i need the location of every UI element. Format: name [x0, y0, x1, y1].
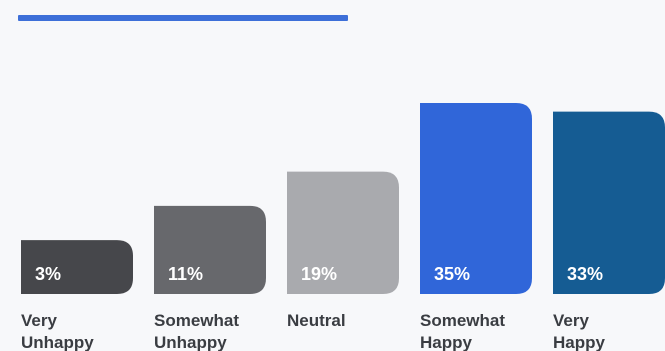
- value-label-very-unhappy: 3%: [35, 264, 61, 284]
- bar-somewhat-happy: [420, 103, 532, 294]
- category-label-line: Neutral: [287, 311, 346, 330]
- category-label-line: Unhappy: [154, 333, 227, 351]
- category-label-somewhat-happy: Somewhat Happy: [420, 311, 505, 351]
- value-label-somewhat-happy: 35%: [434, 264, 470, 284]
- value-label-somewhat-unhappy: 11%: [168, 264, 203, 284]
- bar-neutral: [287, 171, 399, 294]
- category-label-somewhat-unhappy: Somewhat Unhappy: [154, 311, 239, 351]
- bar-very-unhappy: [21, 240, 133, 294]
- category-label-line: Somewhat: [420, 311, 505, 330]
- category-label-line: Very: [21, 311, 57, 330]
- category-label-line: Somewhat: [154, 311, 239, 330]
- category-label-very-unhappy: Very Unhappy: [21, 311, 94, 351]
- category-label-line: Very: [553, 311, 589, 330]
- category-label-line: Happy: [420, 333, 473, 351]
- category-label-neutral: Neutral: [287, 311, 346, 330]
- category-label-very-happy: Very Happy: [553, 311, 606, 351]
- header-accent-line: [18, 15, 348, 21]
- bar-very-happy: [553, 111, 665, 294]
- category-label-line: Unhappy: [21, 333, 94, 351]
- value-label-neutral: 19%: [301, 264, 337, 284]
- bar-somewhat-unhappy: [154, 205, 266, 294]
- category-label-line: Happy: [553, 333, 606, 351]
- value-label-very-happy: 33%: [567, 264, 603, 284]
